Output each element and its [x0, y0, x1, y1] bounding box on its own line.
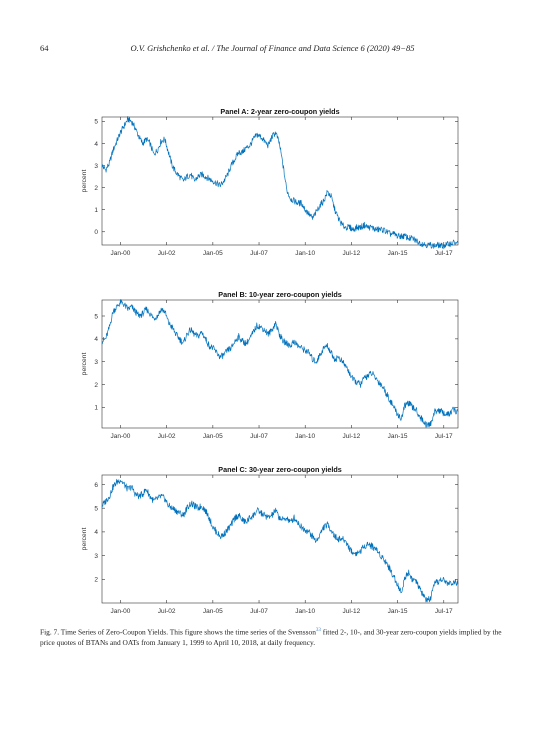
chart-panel-c: Panel C: 30-year zero-coupon yields 2 3 4 5 6… [81, 465, 459, 615]
x-tick-label: Jul-07 [250, 250, 268, 257]
plot-frame [101, 116, 459, 246]
y-tick-label: 4 [94, 529, 98, 536]
x-tick-label: Jan-15 [388, 608, 408, 615]
y-tick-label: 1 [94, 207, 98, 214]
x-tick-label: Jul-07 [250, 433, 268, 440]
x-tick-label: Jan-00 [111, 433, 131, 440]
x-tick-label: Jan-00 [111, 250, 131, 257]
x-tick-label: Jan-05 [203, 433, 223, 440]
caption-reference[interactable]: 33 [315, 628, 321, 633]
y-tick-label: 2 [94, 382, 98, 389]
x-tick-label: Jan-10 [295, 433, 315, 440]
y-tick-label: 4 [94, 141, 98, 148]
y-tick-label: 3 [94, 359, 98, 366]
figure-caption: Fig. 7. Time Series of Zero-Coupon Yield… [40, 626, 510, 648]
running-title: O.V. Grishchenko et al. / The Journal of… [130, 43, 415, 53]
caption-suffix: fitted 2-, 10-, and 30-year zero-coupon … [40, 627, 502, 647]
chart-panel-a: Panel A: 2-year zero-coupon yields 0 1 2 3 4 5… [81, 107, 459, 257]
x-tick-label: Jul-02 [158, 608, 176, 615]
chart-title: Panel A: 2-year zero-coupon yields [220, 107, 339, 116]
y-axis-label: percent [81, 528, 88, 551]
x-tick-label: Jul-17 [435, 250, 453, 257]
x-tick-label: Jan-00 [111, 608, 131, 615]
plot-frame [101, 299, 459, 429]
y-tick-label: 3 [94, 163, 98, 170]
y-tick-label: 6 [94, 482, 98, 489]
chart-panel-b: Panel B: 10-year zero-coupon yields 1 2 3 4 5… [81, 290, 459, 440]
series-line [101, 116, 459, 250]
caption-prefix: Fig. 7. Time Series of Zero-Coupon Yield… [40, 627, 316, 637]
y-tick-label: 4 [94, 336, 98, 343]
page-number: 64 [40, 43, 49, 53]
y-axis-label: percent [81, 170, 88, 193]
x-tick-label: Jan-10 [295, 608, 315, 615]
x-tick-label: Jan-10 [295, 250, 315, 257]
x-tick-label: Jul-12 [343, 250, 361, 257]
series-line [101, 299, 459, 428]
y-tick-label: 5 [94, 119, 98, 126]
y-tick-label: 1 [94, 405, 98, 412]
x-tick-label: Jan-05 [203, 608, 223, 615]
chart-title: Panel B: 10-year zero-coupon yields [218, 290, 341, 299]
x-tick-label: Jul-02 [158, 433, 176, 440]
x-tick-label: Jan-05 [203, 250, 223, 257]
y-tick-label: 3 [94, 553, 98, 560]
chart-title: Panel C: 30-year zero-coupon yields [218, 465, 341, 474]
x-tick-label: Jul-02 [158, 250, 176, 257]
y-tick-label: 2 [94, 577, 98, 584]
x-tick-label: Jul-17 [435, 608, 453, 615]
y-tick-label: 0 [94, 229, 98, 236]
x-tick-label: Jul-07 [250, 608, 268, 615]
x-tick-label: Jan-15 [388, 433, 408, 440]
y-axis-label: percent [81, 353, 88, 376]
series-line [101, 478, 459, 603]
x-tick-label: Jul-12 [343, 433, 361, 440]
x-tick-label: Jul-12 [343, 608, 361, 615]
x-tick-label: Jan-15 [388, 250, 408, 257]
y-tick-label: 5 [94, 313, 98, 320]
y-tick-label: 5 [94, 505, 98, 512]
plot-frame [101, 474, 459, 604]
y-tick-label: 2 [94, 185, 98, 192]
x-tick-label: Jul-17 [435, 433, 453, 440]
